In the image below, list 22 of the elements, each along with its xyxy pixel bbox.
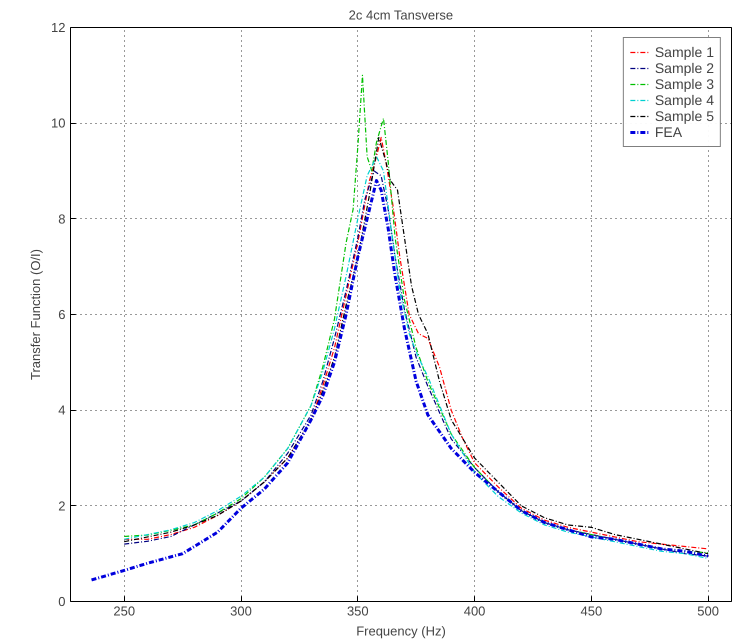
x-tick-label: 300 [230,604,252,618]
y-tick-label: 6 [58,307,66,322]
y-tick-label: 10 [51,116,66,131]
chart-title: 2c 4cm Tansverse [348,8,454,22]
y-tick-label: 2 [58,498,66,514]
legend-label: Sample 5 [654,108,714,124]
x-tick-label: 500 [697,604,719,618]
x-axis-title: Frequency (Hz) [356,624,446,638]
legend-label: Sample 4 [654,92,714,108]
legend-label: Sample 2 [654,60,714,76]
legend-label: Sample 3 [654,76,714,92]
y-axis-title: Transfer Function (O/I) [28,249,44,380]
y-tick-label: 4 [58,402,66,418]
x-tick-label: 250 [113,604,136,618]
x-tick-label: 450 [580,604,602,618]
legend-label: FEA [654,124,682,140]
y-tick-label: 12 [51,20,66,35]
y-tick-label: 8 [58,211,66,226]
legend-label: Sample 1 [654,44,714,60]
x-tick-label: 400 [464,604,486,618]
y-tick-label: 0 [58,594,66,609]
x-tick-label: 350 [346,604,369,618]
